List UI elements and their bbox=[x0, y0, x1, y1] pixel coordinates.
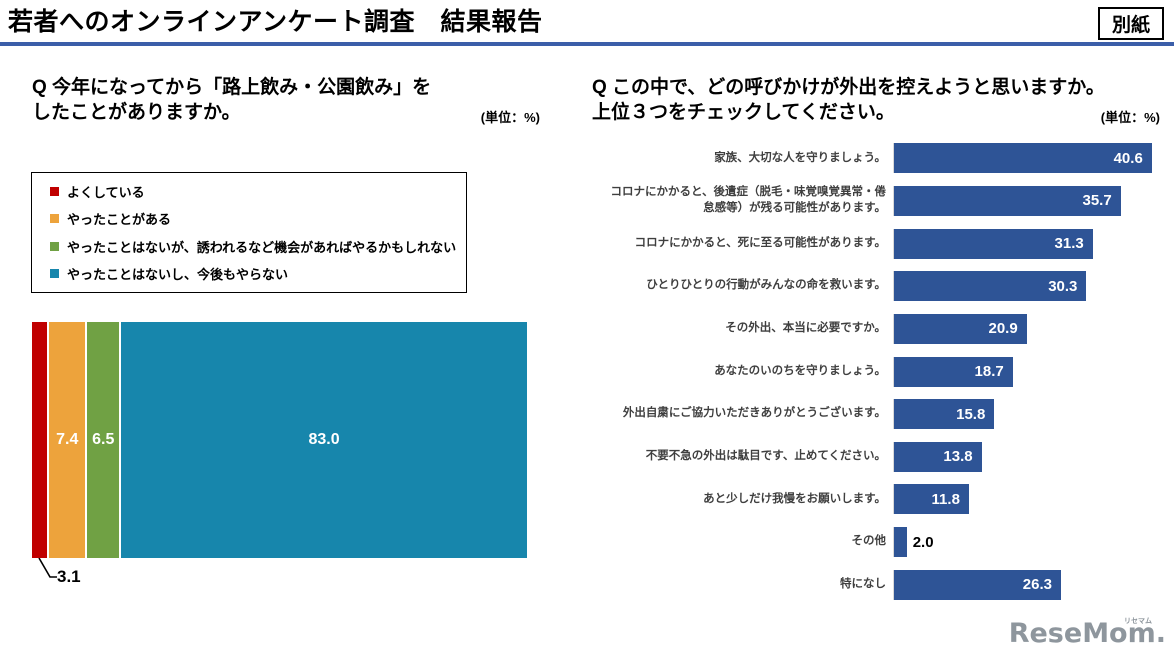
callout-leader-line bbox=[38, 558, 57, 578]
right-unit-label: (単位：%) bbox=[1100, 110, 1160, 125]
stacked-segment: 6.5 bbox=[87, 322, 120, 558]
legend-item: やったことはないし、今後もやらない bbox=[50, 264, 466, 283]
category-label: あと少しだけ我慢をお願いします。 bbox=[703, 492, 886, 505]
bar-value-label: 35.7 bbox=[1082, 192, 1112, 210]
left-unit-label: (単位：%) bbox=[480, 110, 540, 125]
stacked-segment bbox=[32, 322, 48, 558]
bar-value-label: 26.3 bbox=[1022, 576, 1052, 594]
category-label: 特になし bbox=[840, 577, 886, 590]
attachment-badge: 別紙 bbox=[1097, 7, 1164, 40]
bar-track: 13.8 bbox=[893, 441, 1167, 472]
bar-value-label: 31.3 bbox=[1054, 235, 1084, 253]
right-question: Q この中で、どの呼びかけが外出を控えようと思いますか。 上位３つをチェックして… bbox=[592, 76, 1167, 125]
bar-track: 40.6 bbox=[893, 143, 1167, 174]
segment-value-label: 7.4 bbox=[56, 431, 79, 448]
left-question-line1: Q 今年になってから「路上飲み・公園飲み」を bbox=[32, 77, 432, 98]
category-label: コロナにかかると、死に至る可能性があります。 bbox=[634, 236, 886, 249]
bar-value-label: 18.7 bbox=[974, 363, 1004, 381]
legend-marker-icon bbox=[50, 214, 59, 224]
bar: 20.9 bbox=[894, 313, 1027, 344]
right-question-line1: Q この中で、どの呼びかけが外出を控えようと思いますか。 bbox=[592, 77, 1105, 98]
bar-row: 外出自粛にご協力いただきありがとうございます。 15.8 bbox=[600, 393, 1167, 436]
stacked-bar-chart: 7.4 6.5 83.0 bbox=[32, 322, 527, 558]
legend-item: やったことはないが、誘われるなど機会があればやるかもしれない bbox=[50, 237, 466, 256]
segment-value-label: 6.5 bbox=[92, 431, 115, 448]
horizontal-bar-chart: 家族、大切な人を守りましょう。 40.6 コロナにかかると、後遺症（脱毛・味覚嗅覚異… bbox=[600, 137, 1167, 606]
bar: 15.8 bbox=[894, 399, 995, 430]
bar-row: 特になし 26.3 bbox=[600, 563, 1167, 606]
bar-track: 35.7 bbox=[893, 185, 1167, 216]
bar-track: 31.3 bbox=[893, 228, 1167, 259]
bar-value-label: 15.8 bbox=[956, 405, 986, 423]
category-label: 不要不急の外出は駄目です、止めてください。 bbox=[645, 450, 886, 463]
bar-row: 不要不急の外出は駄目です、止めてください。 13.8 bbox=[600, 435, 1167, 478]
bar-track: 30.3 bbox=[893, 271, 1167, 302]
bar-track: 18.7 bbox=[893, 356, 1167, 387]
bar-track: 2.0 bbox=[893, 527, 1167, 558]
legend-label: やったことはないが、誘われるなど機会があればやるかもしれない bbox=[67, 239, 457, 255]
segment-value-label: 83.0 bbox=[308, 431, 340, 448]
bar-row: その外出、本当に必要ですか。 20.9 bbox=[600, 308, 1167, 351]
category-label: その外出、本当に必要ですか。 bbox=[725, 322, 886, 335]
resemom-logo: リセマム ReseMom. bbox=[1009, 618, 1166, 649]
bar-track: 26.3 bbox=[893, 569, 1167, 600]
category-label: その他 bbox=[851, 535, 887, 548]
bar-row: ひとりひとりの行動がみんなの命を救います。 30.3 bbox=[600, 265, 1167, 308]
bar-row: その他 2.0 bbox=[600, 521, 1167, 564]
bar-value-label: 30.3 bbox=[1048, 277, 1078, 295]
bar: 26.3 bbox=[894, 569, 1061, 600]
legend-label: やったことはないし、今後もやらない bbox=[67, 267, 289, 283]
category-label: 外出自粛にご協力いただきありがとうございます。 bbox=[622, 407, 886, 420]
page-title: 若者へのオンラインアンケート調査 結果報告 bbox=[8, 8, 543, 36]
bar-value-label: 13.8 bbox=[943, 448, 973, 466]
stacked-segment: 7.4 bbox=[49, 322, 86, 558]
bar-value-label: 2.0 bbox=[912, 533, 934, 551]
bar-value-label: 11.8 bbox=[931, 490, 960, 508]
callout-value-label: 3.1 bbox=[57, 567, 81, 586]
left-question-line2: したことがありますか。 bbox=[32, 101, 241, 123]
bar-row: あなたのいのちを守りましょう。 18.7 bbox=[600, 350, 1167, 393]
bar bbox=[894, 527, 907, 558]
stacked-segment: 83.0 bbox=[121, 322, 527, 558]
bar-track: 11.8 bbox=[893, 484, 1167, 515]
left-chart-legend: よくしているやったことがあるやったことはないが、誘われるなど機会があればやるかも… bbox=[31, 172, 467, 293]
bar-track: 20.9 bbox=[893, 313, 1167, 344]
bar: 31.3 bbox=[894, 228, 1093, 259]
bar-value-label: 40.6 bbox=[1113, 149, 1143, 167]
category-label: あなたのいのちを守りましょう。 bbox=[714, 364, 886, 377]
legend-item: よくしている bbox=[50, 182, 466, 201]
bar-row: コロナにかかると、後遺症（脱毛・味覚嗅覚異常・倦怠感等）が残る可能性があります。… bbox=[600, 180, 1167, 223]
legend-item: やったことがある bbox=[50, 209, 466, 228]
legend-marker-icon bbox=[50, 269, 59, 279]
bar: 13.8 bbox=[894, 441, 982, 472]
bar-row: あと少しだけ我慢をお願いします。 11.8 bbox=[600, 478, 1167, 521]
logo-ruby-text: リセマム bbox=[1124, 618, 1152, 625]
legend-marker-icon bbox=[50, 186, 59, 196]
category-label: コロナにかかると、後遺症（脱毛・味覚嗅覚異常・倦怠感等）が残る可能性があります。 bbox=[610, 186, 886, 214]
left-question: Q 今年になってから「路上飲み・公園飲み」を したことがありますか。 bbox=[32, 76, 502, 125]
bar-track: 15.8 bbox=[893, 399, 1167, 430]
right-question-line2: 上位３つをチェックしてください。 bbox=[592, 101, 895, 123]
bar: 11.8 bbox=[894, 484, 969, 515]
title-underline bbox=[0, 42, 1174, 46]
bar-row: 家族、大切な人を守りましょう。 40.6 bbox=[600, 137, 1167, 180]
category-label: ひとりひとりの行動がみんなの命を救います。 bbox=[646, 279, 886, 292]
legend-marker-icon bbox=[50, 241, 59, 251]
bar-row: コロナにかかると、死に至る可能性があります。 31.3 bbox=[600, 222, 1167, 265]
logo-text: ReseMom. bbox=[1008, 618, 1166, 649]
legend-label: よくしている bbox=[67, 184, 145, 200]
bar: 18.7 bbox=[894, 356, 1013, 387]
bar: 30.3 bbox=[894, 271, 1087, 302]
bar: 35.7 bbox=[894, 185, 1121, 216]
legend-label: やったことがある bbox=[67, 212, 172, 228]
bar-value-label: 20.9 bbox=[988, 320, 1018, 338]
bar: 40.6 bbox=[894, 143, 1152, 174]
category-label: 家族、大切な人を守りましょう。 bbox=[714, 151, 886, 164]
